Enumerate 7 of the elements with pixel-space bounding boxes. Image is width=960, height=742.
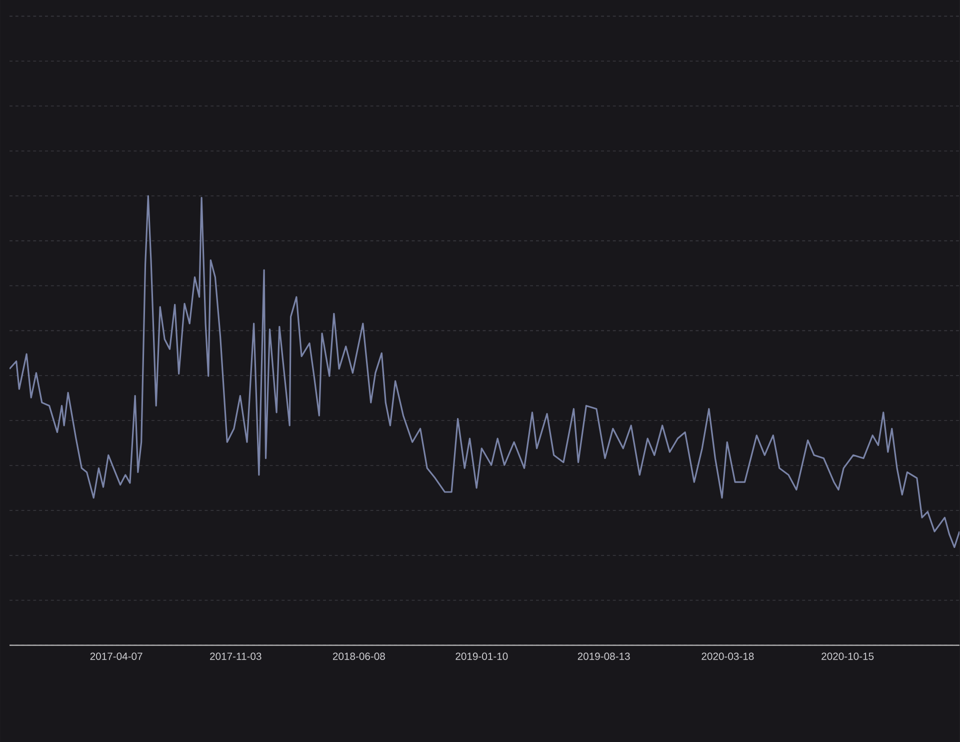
x-tick-label: 2020-03-18 bbox=[702, 652, 754, 660]
x-tick-label: 2019-08-13 bbox=[578, 652, 630, 660]
x-tick-label: 2019-01-10 bbox=[456, 652, 508, 660]
x-tick-label: 2017-11-03 bbox=[210, 652, 262, 660]
x-tick-label: 2020-10-15 bbox=[822, 652, 874, 660]
x-tick-label: 2017-04-07 bbox=[90, 652, 142, 660]
x-tick-label: 2018-06-08 bbox=[332, 652, 385, 660]
